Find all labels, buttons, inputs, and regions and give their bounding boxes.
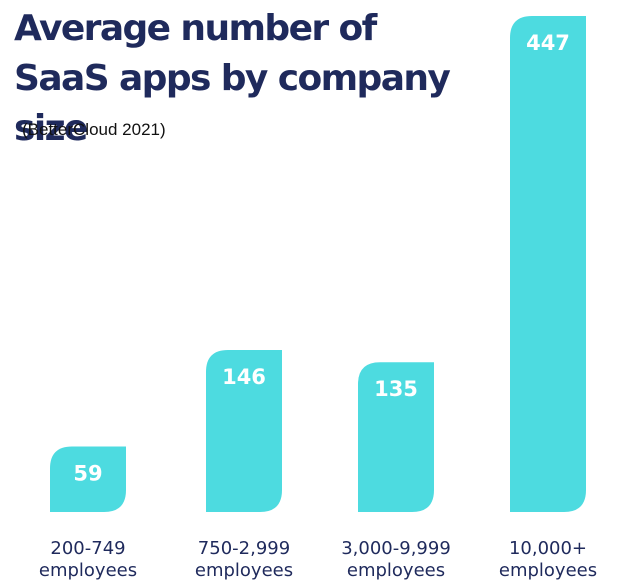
bar-4 xyxy=(510,16,586,512)
category-label-2-line-1: 750-2,999 xyxy=(198,538,290,559)
category-label-1-line-2: employees xyxy=(39,560,137,581)
data-label-4: 447 xyxy=(526,31,570,55)
category-label-4-line-2: employees xyxy=(499,560,597,581)
labels-group: 59200-749employees146750-2,999employees1… xyxy=(39,31,597,581)
data-label-2: 146 xyxy=(222,365,266,389)
category-label-1-line-1: 200-749 xyxy=(50,538,125,559)
category-label-2-line-2: employees xyxy=(195,560,293,581)
bar-2 xyxy=(206,349,282,512)
chart-title: Average number of SaaS apps by company s… xyxy=(14,8,451,149)
data-label-1: 59 xyxy=(73,462,102,486)
bars-group xyxy=(50,16,586,512)
category-label-3-line-1: 3,000-9,999 xyxy=(341,538,451,559)
category-label-3-line-2: employees xyxy=(347,560,445,581)
chart-subtitle: (BetterCloud 2021) xyxy=(22,120,166,139)
bar-1 xyxy=(50,446,126,512)
data-label-3: 135 xyxy=(374,377,418,401)
category-label-4-line-1: 10,000+ xyxy=(509,538,587,559)
bar-3 xyxy=(358,362,434,512)
